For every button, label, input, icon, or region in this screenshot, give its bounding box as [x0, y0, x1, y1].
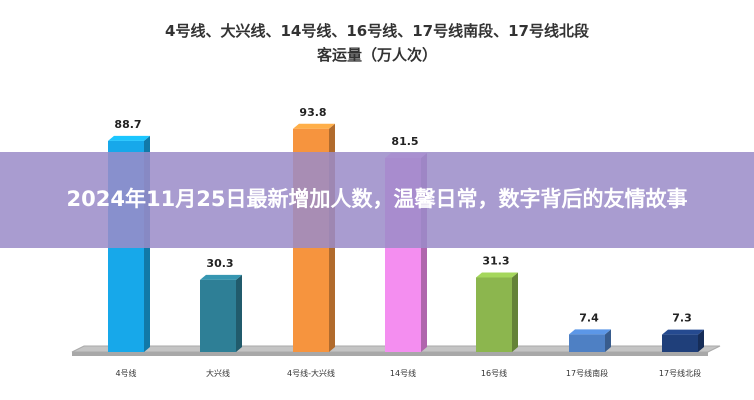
title-banner: 2024年11月25日最新增加人数，温馨日常，数字背后的友情故事 — [0, 152, 754, 248]
bar-top — [293, 123, 335, 129]
bar-side — [512, 272, 518, 352]
category-label-5: 16号线 — [481, 368, 507, 378]
category-label-3: 4号线-大兴线 — [287, 368, 335, 378]
bar-side — [698, 329, 704, 352]
chart-title-line-2: 客运量（万人次） — [316, 46, 437, 64]
bar-2 — [200, 274, 242, 352]
bar-top — [662, 329, 704, 335]
chart-floor-edge — [72, 352, 708, 356]
data-label-3: 93.8 — [299, 106, 326, 119]
bar-top — [569, 329, 611, 335]
bar-top — [108, 135, 150, 141]
bar-front — [476, 277, 512, 352]
bar-top — [200, 274, 242, 280]
bar-5 — [476, 272, 518, 352]
data-label-1: 88.7 — [114, 118, 141, 131]
data-label-2: 30.3 — [206, 257, 233, 270]
bar-side — [605, 329, 611, 352]
category-label-6: 17号线南段 — [566, 368, 608, 378]
data-label-6: 7.4 — [579, 311, 599, 324]
chart-title-line-1: 4号线、大兴线、14号线、16号线、17号线南段、17号线北段 — [165, 22, 589, 40]
bar-front — [569, 334, 605, 352]
category-label-7: 17号线北段 — [659, 368, 701, 378]
bar-7 — [662, 329, 704, 352]
data-label-7: 7.3 — [672, 312, 692, 325]
category-label-4: 14号线 — [390, 368, 416, 378]
data-label-4: 81.5 — [391, 135, 418, 148]
bar-top — [476, 272, 518, 278]
category-label-1: 4号线 — [115, 368, 136, 378]
banner-headline: 2024年11月25日最新增加人数，温馨日常，数字背后的友情故事 — [66, 187, 688, 212]
data-label-5: 31.3 — [482, 255, 509, 268]
bar-side — [236, 274, 242, 352]
category-label-2: 大兴线 — [206, 368, 230, 378]
bar-front — [200, 279, 236, 352]
bar-front — [662, 334, 698, 352]
bar-6 — [569, 329, 611, 352]
